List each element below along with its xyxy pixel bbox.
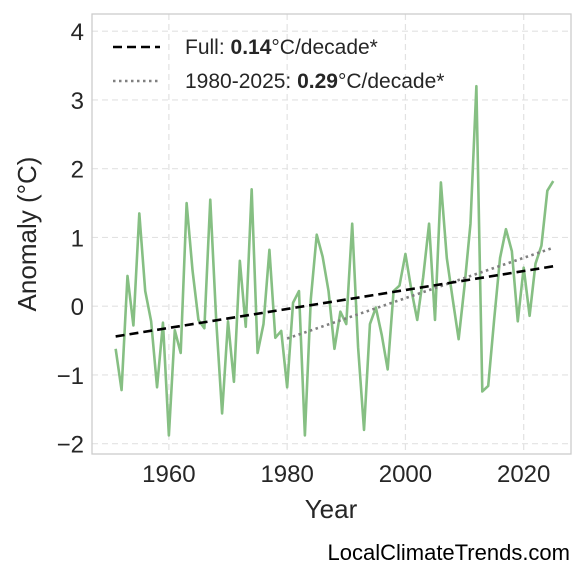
x-tick-labels: 1960 1980 2000 2020 bbox=[142, 461, 550, 488]
y-tick-label: −2 bbox=[57, 432, 84, 459]
x-tick-label: 1960 bbox=[142, 461, 195, 488]
series-layer bbox=[114, 84, 555, 437]
legend-entry-full: Full: 0.14°C/decade* bbox=[185, 36, 378, 59]
y-tick-label: 0 bbox=[71, 294, 84, 321]
trend-line-1980-2025 bbox=[286, 246, 554, 340]
legend-entry-1980-2025: 1980-2025: 0.29°C/decade* bbox=[185, 70, 444, 93]
y-tick-label: −1 bbox=[57, 363, 84, 390]
grid bbox=[92, 14, 571, 454]
plot-frame bbox=[91, 13, 572, 455]
y-tick-label: 1 bbox=[71, 225, 84, 252]
trend-line-full bbox=[115, 265, 554, 338]
legend: Full: 0.14°C/decade* 1980-2025: 0.29°C/d… bbox=[113, 36, 444, 93]
x-axis-label: Year bbox=[305, 494, 358, 524]
watermark: LocalClimateTrends.com bbox=[328, 540, 571, 565]
y-tick-label: 4 bbox=[71, 19, 84, 46]
x-tick-label: 2020 bbox=[497, 461, 550, 488]
anomaly-series-line bbox=[114, 84, 555, 437]
y-axis-label: Anomaly (°C) bbox=[12, 157, 42, 312]
x-tick-label: 1980 bbox=[260, 461, 313, 488]
x-tick-label: 2000 bbox=[379, 461, 432, 488]
y-tick-labels: −2 −1 0 1 2 3 4 bbox=[57, 19, 84, 459]
y-tick-label: 3 bbox=[71, 88, 84, 115]
y-tick-label: 2 bbox=[71, 157, 84, 184]
